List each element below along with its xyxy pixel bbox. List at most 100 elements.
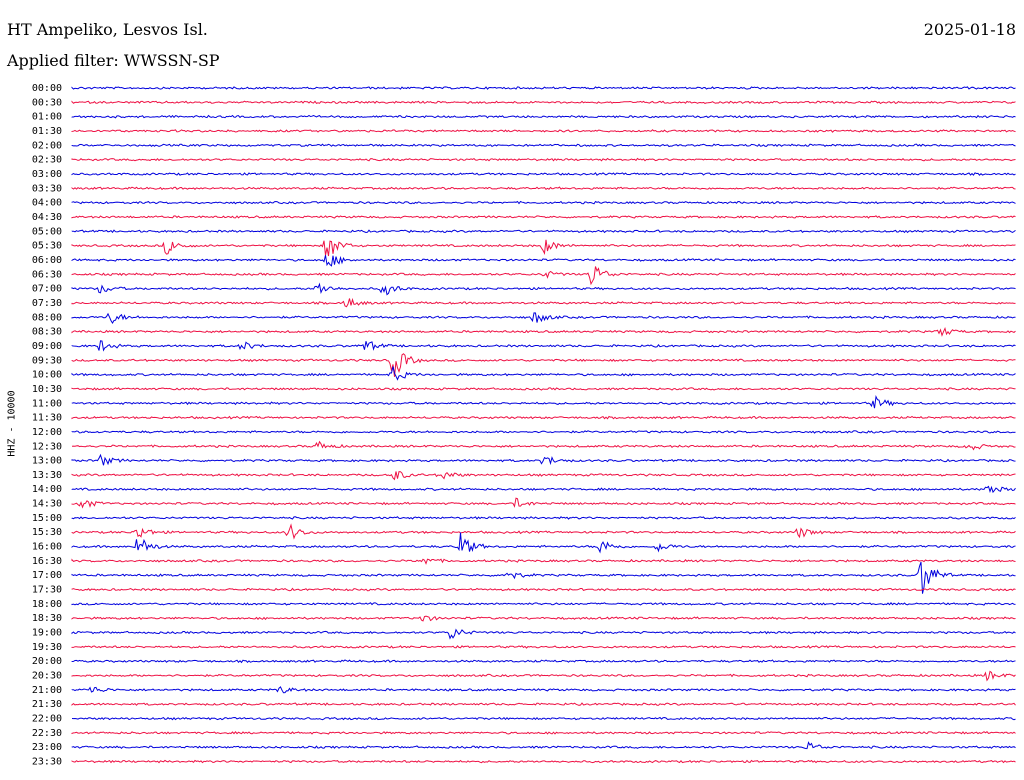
row-time-label: 07:30 <box>32 298 62 309</box>
row-time-label: 23:30 <box>32 757 62 768</box>
row-time-label: 17:00 <box>32 570 62 581</box>
row-time-label: 13:30 <box>32 470 62 481</box>
row-time-label: 13:00 <box>32 456 62 467</box>
trace-row-0530 <box>71 239 1016 257</box>
row-time-label: 02:00 <box>32 140 62 151</box>
trace-row-2130 <box>71 702 1016 707</box>
trace-row-0330 <box>71 186 1016 191</box>
row-time-label: 16:30 <box>32 556 62 567</box>
row-time-label: 19:30 <box>32 642 62 653</box>
row-time-label: 03:00 <box>32 169 62 180</box>
trace-row-1330 <box>71 471 1016 481</box>
trace-row-2300 <box>71 741 1016 750</box>
row-time-label: 08:30 <box>32 327 62 338</box>
row-time-label: 04:00 <box>32 198 62 209</box>
record-date: 2025-01-18 <box>923 20 1016 39</box>
row-time-label: 10:00 <box>32 370 62 381</box>
row-time-label: 15:30 <box>32 527 62 538</box>
row-time-label: 14:30 <box>32 499 62 510</box>
row-time-label: 18:00 <box>32 599 62 610</box>
row-time-label: 16:00 <box>32 542 62 553</box>
trace-row-0130 <box>71 129 1016 133</box>
trace-row-0800 <box>71 312 1016 324</box>
row-time-label: 15:00 <box>32 513 62 524</box>
row-time-label: 09:30 <box>32 355 62 366</box>
trace-row-0930 <box>71 353 1016 377</box>
row-time-label: 21:00 <box>32 685 62 696</box>
row-time-label: 05:30 <box>32 241 62 252</box>
trace-row-1100 <box>71 395 1016 409</box>
trace-row-1730 <box>71 587 1016 592</box>
trace-row-1630 <box>71 558 1016 565</box>
trace-row-0600 <box>71 255 1016 267</box>
trace-row-0400 <box>71 200 1016 205</box>
trace-row-0630 <box>71 266 1016 286</box>
trace-row-1430 <box>71 497 1016 509</box>
trace-row-2330 <box>71 759 1016 764</box>
trace-row-0830 <box>71 327 1016 337</box>
row-time-label: 08:00 <box>32 312 62 323</box>
trace-row-0730 <box>71 297 1016 308</box>
trace-row-2000 <box>71 659 1016 664</box>
row-time-label: 17:30 <box>32 585 62 596</box>
row-time-label: 01:30 <box>32 126 62 137</box>
row-time-label: 10:30 <box>32 384 62 395</box>
trace-row-1200 <box>71 430 1016 434</box>
row-time-label: 02:30 <box>32 155 62 166</box>
trace-row-0500 <box>71 229 1016 234</box>
trace-row-0200 <box>71 143 1016 148</box>
row-time-label: 06:30 <box>32 269 62 280</box>
filter-label: Applied filter: WWSSN-SP <box>7 51 220 70</box>
row-time-label: 12:00 <box>32 427 62 438</box>
trace-row-0300 <box>71 172 1016 176</box>
trace-row-1000 <box>71 366 1016 381</box>
trace-row-0030 <box>71 100 1016 105</box>
trace-row-2030 <box>71 670 1016 682</box>
row-time-label: 21:30 <box>32 699 62 710</box>
trace-row-0430 <box>71 215 1016 219</box>
trace-row-0900 <box>71 340 1016 352</box>
trace-row-1800 <box>71 602 1016 606</box>
row-time-label: 05:00 <box>32 226 62 237</box>
row-time-label: 00:00 <box>32 83 62 94</box>
row-time-label: 23:00 <box>32 742 62 753</box>
trace-row-1530 <box>71 523 1016 540</box>
row-time-label: 22:30 <box>32 728 62 739</box>
row-time-label: 11:00 <box>32 398 62 409</box>
trace-row-1130 <box>71 415 1016 420</box>
trace-row-0000 <box>71 86 1016 90</box>
trace-row-0100 <box>71 114 1016 119</box>
row-time-label: 07:00 <box>32 284 62 295</box>
trace-row-1930 <box>71 645 1016 649</box>
row-time-label: 11:30 <box>32 413 62 424</box>
trace-row-1500 <box>71 516 1016 520</box>
row-time-label: 19:00 <box>32 628 62 639</box>
row-time-label: 00:30 <box>32 97 62 108</box>
row-time-label: 03:30 <box>32 183 62 194</box>
trace-row-0230 <box>71 157 1016 162</box>
row-time-label: 14:00 <box>32 484 62 495</box>
trace-row-2230 <box>71 731 1016 735</box>
trace-row-1030 <box>71 387 1016 391</box>
station-title: HT Ampeliko, Lesvos Isl. <box>7 20 208 39</box>
trace-row-1400 <box>71 485 1016 494</box>
row-time-label: 20:30 <box>32 671 62 682</box>
trace-row-1300 <box>71 453 1016 466</box>
trace-row-1600 <box>71 532 1016 554</box>
row-time-label: 09:00 <box>32 341 62 352</box>
row-time-label: 18:30 <box>32 613 62 624</box>
trace-row-1230 <box>71 440 1016 451</box>
row-time-label: 04:30 <box>32 212 62 223</box>
trace-row-1830 <box>71 615 1016 622</box>
row-time-label: 06:00 <box>32 255 62 266</box>
row-time-label: 01:00 <box>32 112 62 123</box>
trace-row-1900 <box>71 628 1016 640</box>
trace-row-1700 <box>71 561 1016 594</box>
row-time-label: 20:00 <box>32 656 62 667</box>
row-time-label: 22:00 <box>32 714 62 725</box>
trace-row-0700 <box>71 282 1016 296</box>
row-time-label: 12:30 <box>32 441 62 452</box>
trace-row-2100 <box>71 686 1016 694</box>
trace-row-2200 <box>71 716 1016 721</box>
